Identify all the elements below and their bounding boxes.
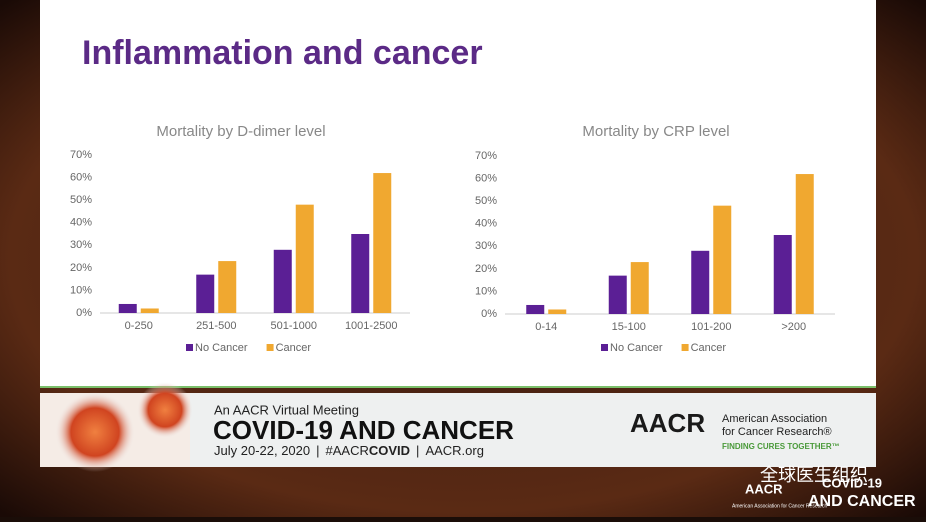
- virus-icon: [137, 382, 193, 438]
- banner-tagline: FINDING CURES TOGETHER™: [722, 442, 840, 451]
- x-tick-label: 501-1000: [271, 320, 318, 332]
- bar: [630, 262, 649, 314]
- bar: [795, 174, 814, 314]
- y-tick-label: 60%: [70, 171, 92, 183]
- y-tick-label: 70%: [475, 150, 497, 162]
- slide-title: Inflammation and cancer: [82, 34, 483, 72]
- legend-label: Cancer: [276, 342, 312, 354]
- bar: [548, 309, 567, 314]
- chart-title: Mortality by D-dimer level: [156, 123, 325, 140]
- bar: [218, 261, 237, 313]
- bar: [691, 250, 710, 314]
- x-tick-label: 15-100: [612, 321, 646, 333]
- banner-info: July 20-22, 2020 | #AACRCOVID | AACR.org: [214, 443, 484, 458]
- x-tick-label: >200: [781, 321, 806, 333]
- legend-swatch: [186, 344, 193, 351]
- bar: [773, 235, 792, 314]
- banner-title: COVID-19 AND CANCER: [213, 415, 514, 445]
- watermark-org: American Association for Cancer Research: [732, 503, 828, 509]
- y-tick-label: 10%: [475, 285, 497, 297]
- bar: [526, 304, 545, 314]
- y-tick-label: 30%: [70, 239, 92, 251]
- x-tick-label: 251-500: [196, 320, 236, 332]
- bar: [196, 274, 215, 313]
- watermark-event: AND CANCER: [808, 493, 916, 510]
- bar: [273, 249, 292, 313]
- watermark-logo: AACR: [745, 481, 783, 496]
- banner-org: American Association: [722, 413, 827, 425]
- bar: [295, 204, 314, 313]
- y-tick-label: 20%: [70, 262, 92, 274]
- legend-label: No Cancer: [610, 342, 663, 354]
- slide-rule: [40, 386, 876, 388]
- watermark-label: 全球医生组织: [760, 465, 868, 485]
- bar: [373, 173, 392, 313]
- virus-icon: [55, 392, 135, 472]
- y-tick-label: 0%: [76, 307, 92, 319]
- x-tick-label: 1001-2500: [345, 320, 398, 332]
- slide: [40, 0, 876, 387]
- y-tick-label: 50%: [70, 194, 92, 206]
- bar: [608, 275, 627, 314]
- x-tick-label: 0-250: [125, 320, 153, 332]
- banner-org: for Cancer Research®: [722, 426, 832, 438]
- bar: [351, 234, 370, 313]
- bar: [713, 205, 732, 314]
- y-tick-label: 70%: [70, 149, 92, 161]
- bar: [118, 303, 137, 313]
- charts: Mortality by D-dimer level 0% 10% 20% 30% 40%…: [70, 123, 835, 354]
- legend-label: No Cancer: [195, 342, 248, 354]
- watermark-event: COVID-19: [822, 475, 882, 490]
- y-tick-label: 0%: [481, 308, 497, 320]
- x-tick-label: 0-14: [535, 321, 557, 333]
- legend-swatch: [681, 344, 689, 351]
- chart-title: Mortality by CRP level: [582, 123, 729, 140]
- banner-kicker: An AACR Virtual Meeting: [214, 402, 359, 417]
- y-tick-label: 10%: [70, 284, 92, 296]
- bar: [140, 308, 159, 313]
- legend-label: Cancer: [691, 342, 727, 354]
- y-tick-label: 30%: [475, 240, 497, 252]
- legend-swatch: [601, 344, 608, 351]
- y-tick-label: 20%: [475, 263, 497, 275]
- banner-logo: AACR: [630, 408, 705, 438]
- y-tick-label: 50%: [475, 195, 497, 207]
- y-tick-label: 60%: [475, 172, 497, 184]
- y-tick-label: 40%: [475, 218, 497, 230]
- x-tick-label: 101-200: [691, 321, 731, 333]
- legend-swatch: [266, 344, 274, 351]
- y-tick-label: 40%: [70, 217, 92, 229]
